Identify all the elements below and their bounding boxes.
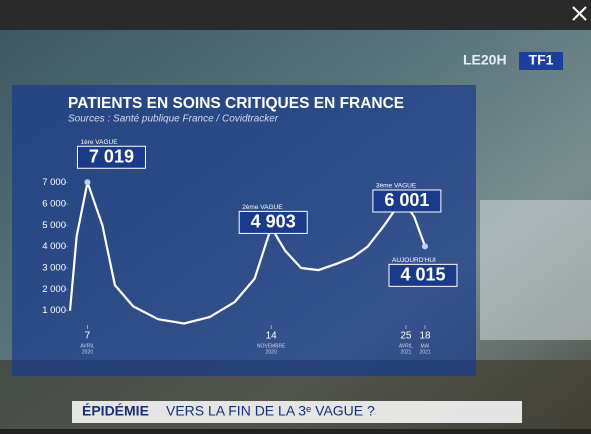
annotation-box: [388, 263, 458, 287]
annotation-box: [372, 189, 442, 213]
x-tick-year: 2021: [400, 349, 411, 355]
x-tick-month: AVRIL: [80, 343, 94, 349]
y-tick-label: 7 000: [42, 177, 66, 188]
logo-box: [519, 52, 563, 70]
annotation-label: 4 903: [251, 212, 296, 232]
chart-title: PATIENTS EN SOINS CRITIQUES EN FRANCE: [68, 95, 404, 112]
y-tick-label: 2 000: [42, 284, 66, 295]
x-tick-day: 14: [266, 331, 278, 342]
banner-text: VERS LA FIN DE LA 3ᵉ VAGUE ?: [166, 403, 375, 419]
annotation-box: [238, 210, 308, 234]
x-tick-month: MAI: [421, 343, 430, 349]
annotation-text: AUJOURD'HUI: [392, 257, 436, 264]
annotation-text: 1ère VAGUE: [80, 139, 118, 146]
y-tick-label: 1 000: [42, 305, 66, 316]
annotation-point: [422, 243, 428, 250]
annotation-point: [84, 179, 91, 186]
x-tick-day: 18: [419, 331, 431, 342]
logo-channel: TF1: [529, 52, 554, 68]
annotation-label: 7 019: [89, 147, 134, 167]
banner: [72, 401, 522, 423]
x-tick-year: 2021: [419, 349, 430, 355]
x-tick-month: NOVEMBRE: [257, 343, 286, 349]
x-tick-day: 25: [400, 331, 412, 342]
top-bar: [0, 0, 591, 30]
annotation-text: 3ème VAGUE: [376, 183, 417, 190]
x-tick-day: 7: [85, 331, 91, 342]
y-tick-label: 3 000: [42, 263, 66, 274]
background: [480, 200, 591, 340]
annotation-box: [76, 145, 146, 169]
x-tick-month: AVRIL: [399, 343, 413, 349]
annotation-label: 6 001: [384, 190, 429, 210]
y-tick-label: 4 000: [42, 241, 66, 252]
x-tick-year: 2020: [82, 349, 93, 355]
annotation-label: 4 015: [400, 265, 445, 285]
banner-label: ÉPIDÉMIE: [82, 403, 149, 419]
annotation-text: 2ème VAGUE: [242, 204, 283, 211]
x-tick-year: 2020: [266, 349, 277, 355]
close-button[interactable]: [572, 6, 587, 21]
logo-show: LE20H: [463, 52, 507, 68]
chart-subtitle: Sources : Santé publique France / Covidt…: [68, 114, 279, 125]
y-tick-label: 5 000: [42, 220, 66, 231]
y-tick-label: 6 000: [42, 199, 66, 210]
